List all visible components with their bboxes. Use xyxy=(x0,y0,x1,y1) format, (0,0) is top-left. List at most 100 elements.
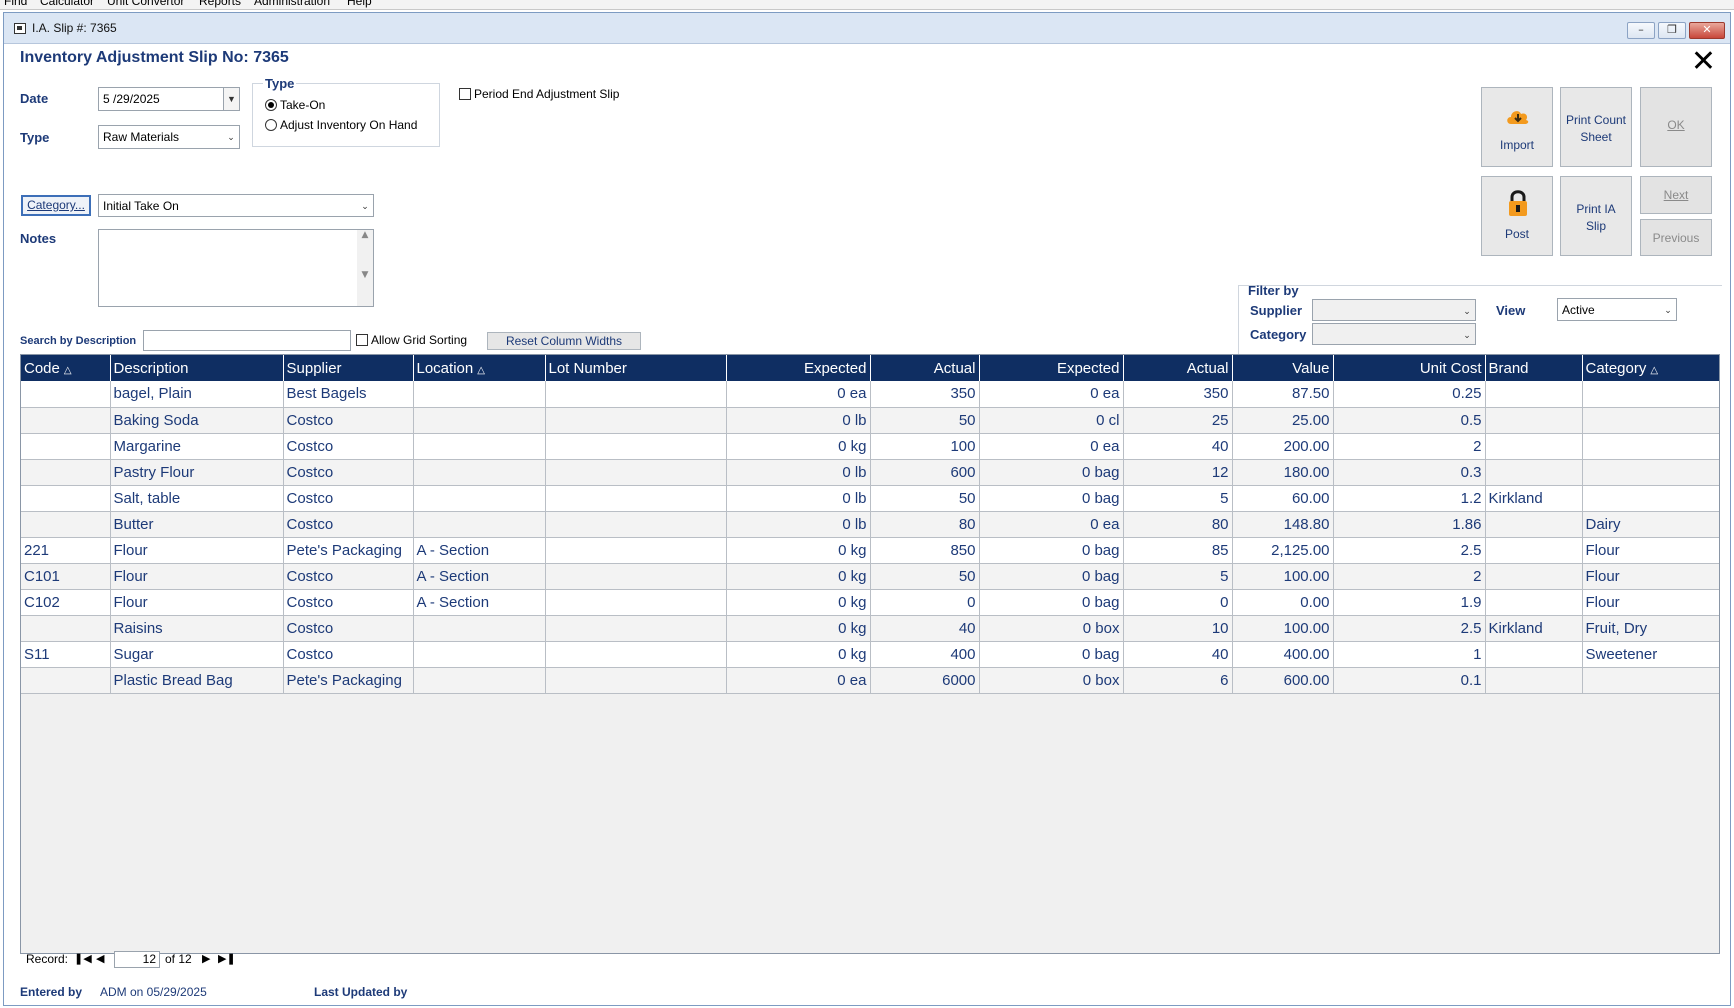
cell-lot-number[interactable] xyxy=(545,381,727,408)
checkbox-icon[interactable] xyxy=(356,334,368,346)
cell-actual-2[interactable]: 80 xyxy=(1123,511,1233,538)
print-ia-slip-button[interactable]: Print IA Slip xyxy=(1560,176,1632,256)
cell-description[interactable]: Plastic Bread Bag xyxy=(110,667,284,694)
cell-brand[interactable]: Kirkland xyxy=(1485,615,1583,642)
cell-expected[interactable]: 0 ea xyxy=(726,381,871,408)
cell-lot-number[interactable] xyxy=(545,433,727,460)
cell-location[interactable] xyxy=(413,433,546,460)
cell-code[interactable] xyxy=(21,459,111,486)
cell-lot-number[interactable] xyxy=(545,407,727,434)
cell-lot-number[interactable] xyxy=(545,641,727,668)
chevron-down-icon[interactable]: ⌄ xyxy=(227,132,235,142)
search-input[interactable] xyxy=(143,330,351,351)
cell-lot-number[interactable] xyxy=(545,537,727,564)
cell-code[interactable]: C101 xyxy=(21,563,111,590)
cell-actual-2[interactable]: 40 xyxy=(1123,433,1233,460)
cell-unit-cost[interactable]: 2.5 xyxy=(1333,615,1486,642)
cell-description[interactable]: bagel, Plain xyxy=(110,381,284,408)
table-row[interactable]: Baking Soda Costco 0 lb 50 0 cl 25 25.00 0.5 xyxy=(21,407,1719,434)
cell-brand[interactable] xyxy=(1485,511,1583,538)
menu-help[interactable]: Help xyxy=(347,0,372,8)
cell-location[interactable]: A - Section xyxy=(413,563,546,590)
cell-actual-2[interactable]: 5 xyxy=(1123,563,1233,590)
filter-category-select[interactable]: ⌄ xyxy=(1312,323,1476,345)
cell-description[interactable]: Flour xyxy=(110,589,284,616)
col-header-actual[interactable]: Actual xyxy=(870,355,980,381)
cell-brand[interactable] xyxy=(1485,433,1583,460)
view-select[interactable]: Active ⌄ xyxy=(1557,298,1677,321)
col-header-expected-2[interactable]: Expected xyxy=(979,355,1124,381)
cell-expected-2[interactable]: 0 bag xyxy=(979,485,1124,512)
chevron-down-icon[interactable]: ⌄ xyxy=(361,201,369,211)
col-header-actual-2[interactable]: Actual xyxy=(1123,355,1233,381)
cell-lot-number[interactable] xyxy=(545,589,727,616)
cell-location[interactable] xyxy=(413,641,546,668)
ok-button[interactable]: OK xyxy=(1640,87,1712,167)
cell-description[interactable]: Sugar xyxy=(110,641,284,668)
cell-unit-cost[interactable]: 1.9 xyxy=(1333,589,1486,616)
menu-find[interactable]: Find xyxy=(4,0,28,8)
chevron-down-icon[interactable]: ▼ xyxy=(223,88,239,110)
cell-code[interactable] xyxy=(21,407,111,434)
cell-value[interactable]: 400.00 xyxy=(1232,641,1334,668)
cell-expected-2[interactable]: 0 ea xyxy=(979,511,1124,538)
post-button[interactable]: Post xyxy=(1481,176,1553,256)
cell-supplier[interactable]: Costco xyxy=(283,641,414,668)
reset-column-widths-button[interactable]: Reset Column Widths xyxy=(487,332,641,350)
cell-expected-2[interactable]: 0 cl xyxy=(979,407,1124,434)
table-row[interactable]: Salt, table Costco 0 lb 50 0 bag 5 60.00 1.2 Kir… xyxy=(21,485,1719,512)
cell-supplier[interactable]: Pete's Packaging xyxy=(283,667,414,694)
cell-location[interactable] xyxy=(413,459,546,486)
cell-actual[interactable]: 400 xyxy=(870,641,980,668)
cell-unit-cost[interactable]: 0.25 xyxy=(1333,381,1486,408)
filter-supplier-select[interactable]: ⌄ xyxy=(1312,299,1476,321)
cell-expected[interactable]: 0 kg xyxy=(726,537,871,564)
col-header-value[interactable]: Value xyxy=(1232,355,1334,381)
cell-expected[interactable]: 0 kg xyxy=(726,563,871,590)
cell-expected[interactable]: 0 ea xyxy=(726,667,871,694)
cell-actual-2[interactable]: 5 xyxy=(1123,485,1233,512)
col-header-category[interactable]: Category △ xyxy=(1582,355,1719,381)
menu-unit-convertor[interactable]: Unit Convertor xyxy=(107,0,185,8)
cell-actual[interactable]: 50 xyxy=(870,485,980,512)
cell-location[interactable]: A - Section xyxy=(413,589,546,616)
cell-actual-2[interactable]: 40 xyxy=(1123,641,1233,668)
previous-button[interactable]: Previous xyxy=(1640,219,1712,256)
cell-code[interactable]: 221 xyxy=(21,537,111,564)
cell-code[interactable] xyxy=(21,667,111,694)
table-row[interactable]: C101 Flour Costco A - Section 0 kg 50 0 bag 5 10… xyxy=(21,563,1719,590)
cell-brand[interactable] xyxy=(1485,381,1583,408)
cell-expected[interactable]: 0 kg xyxy=(726,641,871,668)
cell-supplier[interactable]: Costco xyxy=(283,615,414,642)
cell-expected-2[interactable]: 0 bag xyxy=(979,537,1124,564)
notes-scrollbar[interactable]: ▲ ▼ xyxy=(357,230,373,306)
chevron-down-icon[interactable]: ⌄ xyxy=(1664,305,1672,315)
cell-supplier[interactable]: Costco xyxy=(283,589,414,616)
cell-brand[interactable] xyxy=(1485,589,1583,616)
cell-expected-2[interactable]: 0 ea xyxy=(979,433,1124,460)
cell-value[interactable]: 180.00 xyxy=(1232,459,1334,486)
cell-lot-number[interactable] xyxy=(545,667,727,694)
cell-lot-number[interactable] xyxy=(545,511,727,538)
col-header-unit-cost[interactable]: Unit Cost xyxy=(1333,355,1486,381)
cell-location[interactable] xyxy=(413,511,546,538)
col-header-description[interactable]: Description xyxy=(110,355,284,381)
cell-expected-2[interactable]: 0 bag xyxy=(979,563,1124,590)
cell-location[interactable] xyxy=(413,615,546,642)
window-close-button[interactable]: ✕ xyxy=(1689,22,1725,39)
cell-category[interactable] xyxy=(1582,667,1719,694)
cell-value[interactable]: 0.00 xyxy=(1232,589,1334,616)
cell-lot-number[interactable] xyxy=(545,485,727,512)
cell-expected[interactable]: 0 kg xyxy=(726,433,871,460)
cell-unit-cost[interactable]: 0.1 xyxy=(1333,667,1486,694)
restore-button[interactable]: ❐ xyxy=(1658,22,1686,39)
next-record-icon[interactable]: ▶ xyxy=(202,953,211,965)
cell-value[interactable]: 600.00 xyxy=(1232,667,1334,694)
cell-expected-2[interactable]: 0 ea xyxy=(979,381,1124,408)
close-icon[interactable]: ✕ xyxy=(1690,44,1716,79)
table-row[interactable]: Pastry Flour Costco 0 lb 600 0 bag 12 180.00 0.… xyxy=(21,459,1719,486)
cell-brand[interactable] xyxy=(1485,459,1583,486)
cell-actual[interactable]: 80 xyxy=(870,511,980,538)
cell-expected[interactable]: 0 kg xyxy=(726,615,871,642)
cell-description[interactable]: Pastry Flour xyxy=(110,459,284,486)
